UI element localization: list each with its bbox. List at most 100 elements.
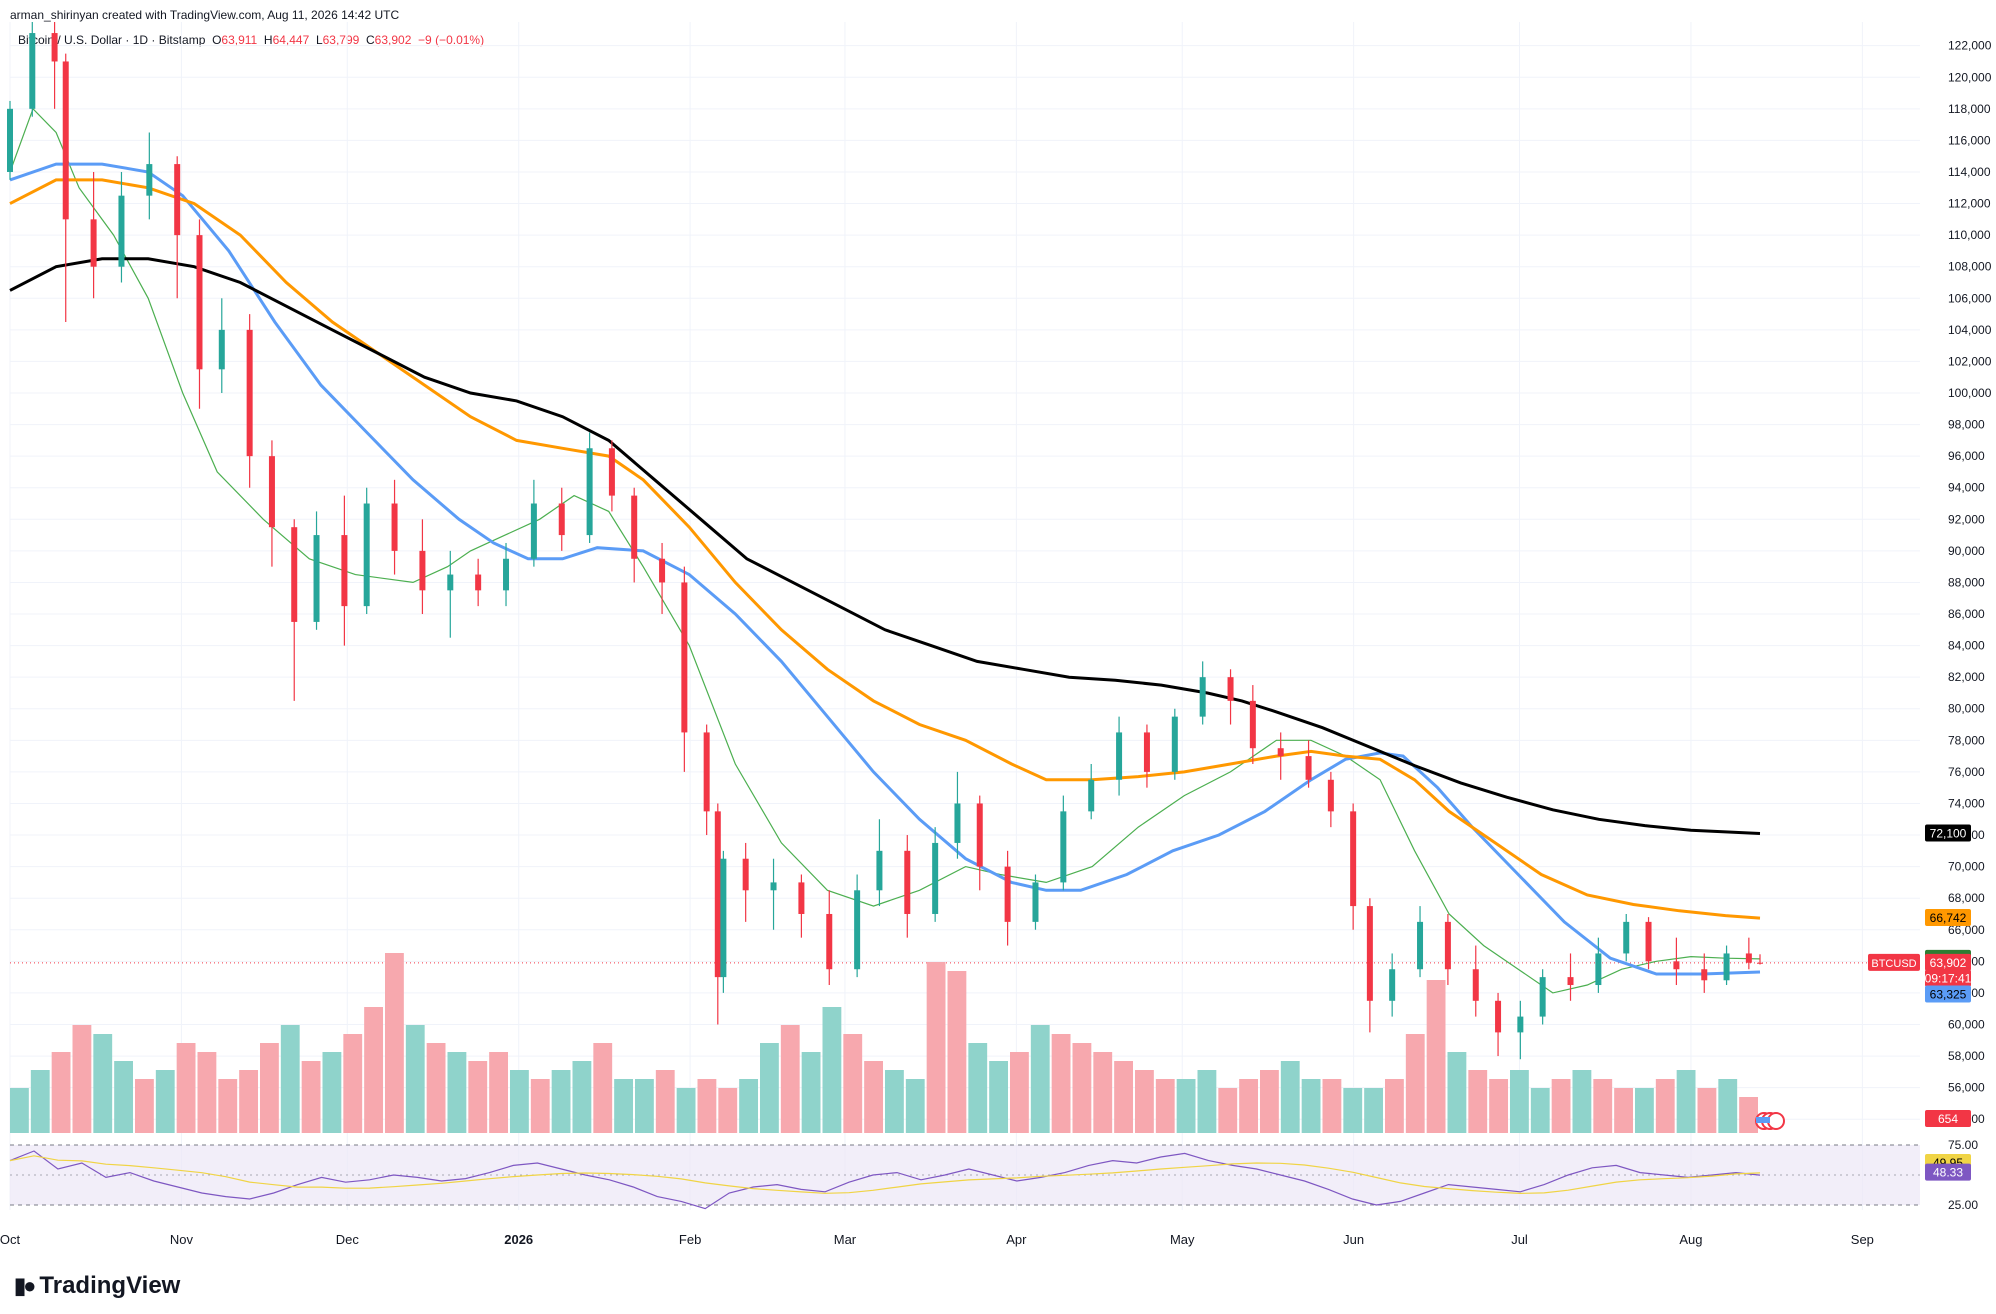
volume-bar xyxy=(197,1052,217,1133)
low-value: 63,799 xyxy=(322,33,360,47)
volume-bar xyxy=(1260,1070,1279,1133)
x-tick-label: Oct xyxy=(0,1232,20,1247)
volume-bar xyxy=(1614,1088,1633,1133)
candle-body xyxy=(174,164,181,236)
volume-bar xyxy=(114,1061,133,1133)
tradingview-logo[interactable]: ▮● TradingView xyxy=(14,1272,180,1300)
candle-body xyxy=(363,503,370,607)
volume-bar xyxy=(1405,1034,1425,1133)
logo-text: TradingView xyxy=(39,1272,181,1299)
y-tick-label: 120,000 xyxy=(1948,70,1992,84)
volume-bar xyxy=(697,1079,717,1133)
candle-body xyxy=(1249,700,1256,749)
volume-bar xyxy=(1280,1061,1300,1133)
candle-body xyxy=(62,61,69,220)
candle-body xyxy=(932,842,939,914)
candle-body xyxy=(1417,921,1424,970)
volume-bar xyxy=(1343,1088,1363,1133)
candle-body xyxy=(1116,732,1123,780)
x-tick-label: Feb xyxy=(679,1232,701,1247)
candle-body xyxy=(1305,756,1312,780)
y-tick-label: 104,000 xyxy=(1948,323,1992,337)
symbol-name: Bitcoin / U.S. Dollar · 1D · Bitstamp xyxy=(18,33,206,47)
volume-bar xyxy=(1051,1034,1071,1133)
ma-line-mid xyxy=(9,162,1761,976)
candle-body xyxy=(1472,969,1479,1001)
ma-line-fast xyxy=(9,107,1761,994)
y-tick-label: 82,000 xyxy=(1948,670,1985,684)
close-label: C xyxy=(366,33,375,47)
candle-body xyxy=(313,535,320,622)
candle-body xyxy=(586,448,593,536)
candle-body xyxy=(1444,921,1451,970)
volume-bar xyxy=(1010,1052,1029,1133)
volume-bar xyxy=(239,1070,258,1133)
volume-bar xyxy=(1697,1088,1717,1133)
candle-body xyxy=(1088,779,1095,812)
y-tick-label: 70,000 xyxy=(1948,860,1985,874)
volume-bar xyxy=(1572,1070,1592,1133)
volume-bar xyxy=(1322,1079,1342,1133)
volume-tag-bg xyxy=(1925,1110,1971,1127)
price-axis-tag-bg xyxy=(1925,909,1971,927)
candle-body xyxy=(246,329,253,457)
event-marker-icon xyxy=(1767,1112,1785,1130)
volume-bar xyxy=(1301,1079,1321,1133)
candle-body xyxy=(530,503,537,559)
volume-bar xyxy=(343,1034,363,1133)
volume-bar xyxy=(926,962,946,1133)
candle-body xyxy=(146,164,153,196)
volume-bar xyxy=(1739,1097,1758,1133)
candle-body xyxy=(826,913,833,970)
volume-bar xyxy=(1385,1079,1404,1133)
volume-bar xyxy=(280,1025,300,1133)
high-value: 64,447 xyxy=(272,33,310,47)
candle-body xyxy=(1495,1000,1502,1033)
candle-body xyxy=(876,850,883,891)
candle-body xyxy=(218,329,225,370)
price-axis-tag: 09:17:41 xyxy=(1925,972,1972,986)
volume-bar xyxy=(551,1070,571,1133)
volume-bar xyxy=(1072,1043,1092,1133)
volume-bar xyxy=(614,1079,633,1133)
x-tick-label: 2026 xyxy=(504,1232,533,1247)
x-tick-label: Apr xyxy=(1006,1232,1027,1247)
y-tick-label: 112,000 xyxy=(1948,197,1991,211)
volume-bar xyxy=(155,1070,175,1133)
volume-bar xyxy=(1135,1070,1154,1133)
low-label: L xyxy=(315,33,323,47)
volume-bar xyxy=(301,1061,321,1133)
y-tick-label: 78,000 xyxy=(1948,733,1985,747)
event-flag-icon xyxy=(1756,1117,1770,1123)
y-tick-label: 122,000 xyxy=(1948,39,1992,53)
volume-bar xyxy=(676,1088,696,1133)
y-tick-label: 76,000 xyxy=(1948,765,1985,779)
open-value: 63,911 xyxy=(221,33,258,47)
high-label: H xyxy=(263,33,273,47)
volume-bar xyxy=(968,1043,988,1133)
x-tick-label: Nov xyxy=(170,1232,194,1247)
change-value: −9 (−0.01%) xyxy=(418,33,485,47)
candle-body xyxy=(798,882,805,914)
x-tick-label: Aug xyxy=(1679,1232,1702,1247)
volume-bar xyxy=(1239,1079,1258,1133)
y-tick-label: 100,000 xyxy=(1948,386,1992,400)
volume-bar xyxy=(1718,1079,1738,1133)
volume-bar xyxy=(1635,1088,1654,1133)
price-axis-tag: 72,100 xyxy=(1930,826,1967,840)
candle-body xyxy=(291,527,298,622)
y-tick-label: 110,000 xyxy=(1948,228,1991,242)
volume-bar xyxy=(1364,1088,1383,1133)
y-tick-label: 88,000 xyxy=(1948,575,1985,589)
candle-body xyxy=(1327,779,1334,812)
candle-body xyxy=(1366,906,1373,1001)
candle-body xyxy=(703,732,710,812)
volume-bar xyxy=(260,1043,279,1133)
candle-body xyxy=(1567,977,1574,986)
volume-bar xyxy=(885,1070,904,1133)
volume-bar xyxy=(1426,980,1446,1133)
tv-logo-icon: ▮● xyxy=(14,1273,36,1298)
volume-bar xyxy=(385,953,404,1133)
volume-bar xyxy=(93,1034,113,1133)
